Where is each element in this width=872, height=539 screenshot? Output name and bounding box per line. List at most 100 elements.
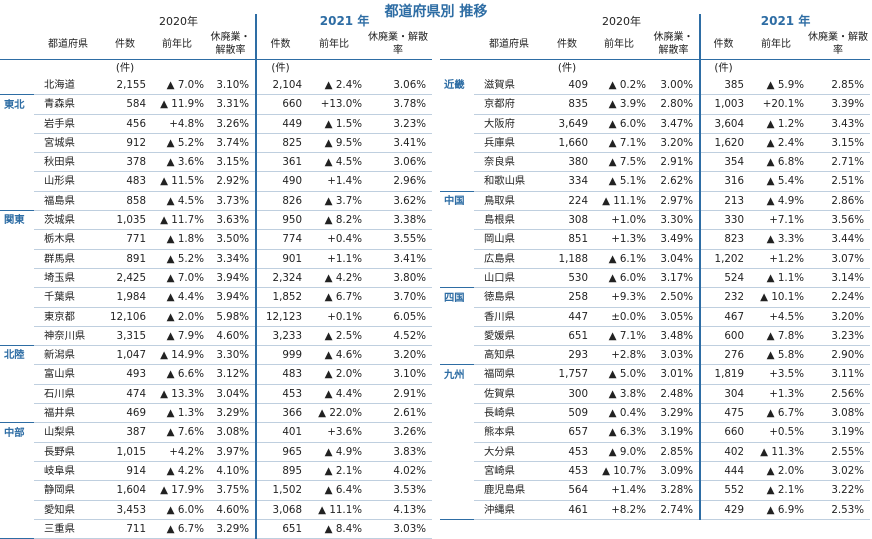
rate-2021: 3.56% bbox=[806, 210, 871, 231]
rate-2021: 3.44% bbox=[806, 229, 871, 250]
count-2020: 657 bbox=[544, 422, 590, 443]
rate-2020: 4.10% bbox=[206, 461, 257, 482]
prefecture-name: 三重県 bbox=[34, 519, 102, 539]
region-label bbox=[440, 442, 474, 461]
rate-2021: 6.05% bbox=[364, 307, 433, 327]
prefecture-name: 兵庫県 bbox=[474, 133, 544, 154]
region-label bbox=[0, 461, 34, 480]
left-table: 2020年 2021 年都道府県 件数 前年比 休廃業・解散率 件数 前年比 休廃業・解散率(… bbox=[0, 14, 433, 539]
prefecture-name: 大阪府 bbox=[474, 114, 544, 134]
unit-blank bbox=[806, 59, 871, 76]
rate-2021: 3.23% bbox=[364, 114, 433, 134]
rate-2020: 3.15% bbox=[206, 152, 257, 173]
yoy-2021: ▲ 2.0% bbox=[746, 461, 807, 482]
count-2021: 366 bbox=[255, 403, 305, 424]
region-header-blank bbox=[0, 29, 34, 60]
yoy-2020: ▲ 7.1% bbox=[590, 133, 648, 154]
count-2020: 771 bbox=[102, 229, 148, 250]
rate-2021: 3.03% bbox=[364, 519, 433, 539]
yoy-2020: ▲ 11.1% bbox=[590, 190, 648, 212]
count-2020: 2,425 bbox=[102, 268, 148, 289]
rate-2021: 3.15% bbox=[806, 133, 871, 154]
region-label: 東北 bbox=[0, 94, 34, 115]
rate-2021: 2.61% bbox=[364, 403, 433, 424]
rate-2020: 3.03% bbox=[648, 345, 701, 366]
count-2021: 965 bbox=[255, 442, 305, 462]
table-row: 岐阜県 914 ▲ 4.2% 4.10% 895 ▲ 2.1% 4.02% bbox=[0, 461, 433, 482]
rate-2020: 3.26% bbox=[206, 114, 257, 134]
region-label bbox=[440, 384, 474, 403]
count-2021: 232 bbox=[699, 287, 747, 308]
col-yoy-2020-header: 前年比 bbox=[604, 38, 634, 50]
unit-blank bbox=[746, 59, 807, 76]
count-2020: 891 bbox=[102, 249, 148, 269]
yoy-2020: +1.4% bbox=[590, 480, 648, 501]
yoy-2021: ▲ 4.9% bbox=[304, 442, 365, 462]
rate-2021: 3.41% bbox=[364, 249, 433, 269]
count-2020: 564 bbox=[544, 480, 590, 501]
yoy-2021: ▲ 5.9% bbox=[746, 76, 807, 96]
count-2021: 1,003 bbox=[699, 94, 747, 115]
table-row: 長崎県 509 ▲ 0.4% 3.29% 475 ▲ 6.7% 3.08% bbox=[440, 403, 871, 424]
region-label bbox=[0, 326, 34, 345]
rate-2021: 3.70% bbox=[364, 287, 433, 308]
count-2020: 530 bbox=[544, 268, 590, 289]
yoy-2020: ▲ 7.0% bbox=[148, 76, 206, 96]
table-row: 和歌山県 334 ▲ 5.1% 2.62% 316 ▲ 5.4% 2.51% bbox=[440, 171, 871, 192]
count-2021: 950 bbox=[255, 210, 305, 231]
count-2020: 1,604 bbox=[102, 480, 148, 501]
rate-2020: 3.75% bbox=[206, 480, 257, 501]
count-2020: 12,106 bbox=[102, 307, 148, 327]
yoy-2021: +1.4% bbox=[304, 171, 365, 192]
count-2020: 2,155 bbox=[102, 76, 148, 96]
prefecture-name: 埼玉県 bbox=[34, 268, 102, 289]
count-2021: 361 bbox=[255, 152, 305, 173]
count-2021: 316 bbox=[699, 171, 747, 192]
count-2021: 3,233 bbox=[255, 326, 305, 347]
rate-2020: 3.17% bbox=[648, 268, 701, 289]
table-row: 北海道 2,155 ▲ 7.0% 3.10% 2,104 ▲ 2.4% 3.06% bbox=[0, 76, 433, 96]
table-row: 高知県 293 +2.8% 3.03% 276 ▲ 5.8% 2.90% bbox=[440, 345, 871, 366]
prefecture-name: 大分県 bbox=[474, 442, 544, 462]
rate-2020: 3.10% bbox=[206, 76, 257, 96]
region-label bbox=[0, 442, 34, 461]
rate-2021: 3.06% bbox=[364, 152, 433, 173]
count-2020: 1,035 bbox=[102, 210, 148, 231]
column-header-row: 都道府県 件数 前年比 休廃業・解散率 件数 前年比 休廃業・解散率 bbox=[0, 29, 432, 60]
yoy-2021: +3.5% bbox=[746, 364, 807, 385]
col-count-2021-header: 件数 bbox=[699, 29, 747, 60]
yoy-2020: ▲ 4.4% bbox=[148, 287, 206, 308]
rate-2021: 3.38% bbox=[364, 210, 433, 231]
region-label bbox=[440, 133, 474, 152]
region-label bbox=[0, 114, 34, 133]
yoy-2020: ▲ 7.6% bbox=[148, 422, 206, 443]
yoy-2020: ▲ 1.3% bbox=[148, 403, 206, 424]
prefecture-name: 神奈川県 bbox=[34, 326, 102, 347]
rate-2020: 5.98% bbox=[206, 307, 257, 327]
table-row: 宮城県 912 ▲ 5.2% 3.74% 825 ▲ 9.5% 3.41% bbox=[0, 133, 433, 154]
table-row: 中国 鳥取県 224 ▲ 11.1% 2.97% 213 ▲ 4.9% 2.86% bbox=[440, 190, 871, 212]
count-2021: 1,202 bbox=[699, 249, 747, 269]
region-label bbox=[0, 365, 34, 384]
yoy-2020: ▲ 7.9% bbox=[148, 326, 206, 347]
count-2020: 258 bbox=[544, 287, 590, 308]
table-row: 千葉県 1,984 ▲ 4.4% 3.94% 1,852 ▲ 6.7% 3.70% bbox=[0, 287, 433, 308]
rate-2020: 3.30% bbox=[648, 210, 701, 231]
col-yoy-2020-header: 前年比 bbox=[162, 38, 192, 50]
yoy-2020: ▲ 2.0% bbox=[148, 307, 206, 327]
region-label: 九州 bbox=[440, 364, 474, 385]
region-label bbox=[440, 461, 474, 480]
table-row: 愛媛県 651 ▲ 7.1% 3.48% 600 ▲ 7.8% 3.23% bbox=[440, 326, 871, 347]
col-rate-2021-header: 休廃業・解散率 bbox=[808, 32, 869, 56]
unit-row: (件) (件) bbox=[440, 59, 871, 76]
blank-cell bbox=[440, 14, 544, 29]
prefecture-name: 島根県 bbox=[474, 210, 544, 231]
region-label: 近畿 bbox=[444, 79, 465, 92]
rate-2020: 3.19% bbox=[648, 422, 701, 443]
prefecture-name: 鳥取県 bbox=[474, 190, 544, 212]
count-2020: 1,015 bbox=[102, 442, 148, 462]
prefecture-name: 鹿児島県 bbox=[474, 480, 544, 501]
count-2020: 851 bbox=[544, 229, 590, 250]
yoy-2020: +2.8% bbox=[590, 345, 648, 366]
count-2020: 453 bbox=[544, 461, 590, 482]
